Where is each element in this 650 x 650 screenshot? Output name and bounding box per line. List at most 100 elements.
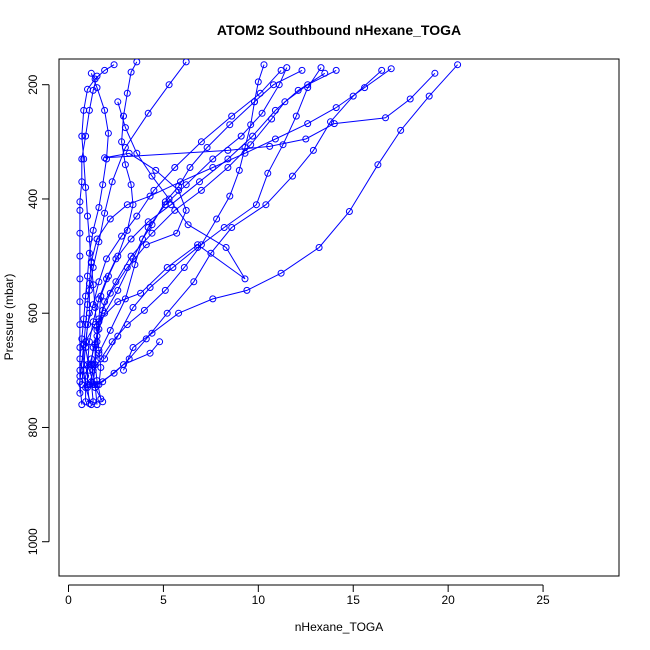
data-point: [101, 154, 109, 162]
data-point: [317, 64, 325, 72]
data-point: [85, 235, 93, 243]
data-point: [139, 235, 146, 243]
data-point: [180, 264, 188, 271]
data-point: [114, 98, 122, 106]
x-axis: 0 5 10 15 20 25: [65, 584, 550, 607]
data-point: [281, 98, 289, 106]
data-point: [292, 112, 300, 120]
data-point: [85, 381, 93, 389]
data-point: [309, 146, 317, 154]
data-point: [89, 86, 97, 94]
data-point: [133, 212, 141, 220]
data-point: [114, 286, 122, 294]
data-point: [114, 332, 122, 340]
data-point: [148, 229, 156, 237]
data-point: [106, 326, 114, 334]
data-point: [146, 192, 154, 200]
data-point: [127, 252, 135, 260]
data-point: [142, 241, 150, 249]
data-point: [85, 249, 93, 257]
data-point: [268, 115, 276, 123]
data-point: [304, 81, 312, 89]
data-point: [209, 164, 217, 171]
series-15: [89, 59, 141, 389]
data-point: [84, 212, 91, 220]
data-point: [406, 95, 414, 103]
data-point: [103, 255, 110, 263]
series-line: [87, 72, 326, 404]
x-axis-label: nHexane_TOGA: [295, 620, 384, 634]
x-tick-label: 10: [252, 593, 266, 607]
data-point: [254, 78, 262, 86]
data-point: [194, 241, 202, 249]
data-point: [85, 338, 93, 346]
data-point: [163, 309, 171, 317]
data-point: [361, 84, 369, 92]
data-point: [345, 208, 353, 215]
data-point: [289, 172, 296, 180]
data-point: [197, 138, 205, 146]
data-point: [431, 69, 439, 77]
data-point: [89, 281, 97, 289]
data-point: [241, 144, 249, 151]
series-12: [84, 69, 329, 407]
data-point: [89, 226, 97, 234]
data-point: [97, 395, 105, 403]
data-point: [277, 269, 285, 277]
data-point: [182, 59, 190, 66]
data-point: [226, 121, 234, 129]
data-point: [175, 186, 183, 194]
data-point: [266, 142, 274, 150]
data-point: [129, 201, 137, 209]
data-point: [123, 89, 131, 97]
data-point: [315, 244, 323, 251]
data-point: [165, 81, 173, 89]
data-point: [95, 325, 103, 333]
data-point: [228, 112, 236, 120]
series-line: [79, 75, 98, 394]
data-point: [108, 178, 116, 186]
data-point: [382, 114, 389, 122]
chart-title: ATOM2 Southbound nHexane_TOGA: [217, 22, 461, 38]
data-point: [277, 66, 285, 74]
data-point: [121, 161, 129, 169]
series-line: [88, 64, 265, 385]
data-point: [330, 120, 338, 128]
data-point: [144, 218, 152, 226]
y-tick-label: 400: [26, 189, 40, 209]
data-point: [112, 278, 120, 286]
data-point: [97, 355, 105, 363]
data-point: [197, 241, 205, 249]
y-axis-label: Pressure (mbar): [2, 274, 16, 361]
data-point: [121, 295, 129, 303]
data-point: [190, 278, 198, 286]
data-point: [125, 149, 133, 157]
data-point: [156, 338, 164, 346]
data-point: [171, 164, 179, 171]
series-line: [90, 69, 303, 402]
data-point: [397, 126, 405, 134]
data-point: [127, 68, 135, 76]
data-point: [152, 166, 160, 174]
data-point: [237, 132, 245, 140]
data-point: [175, 309, 183, 317]
data-point: [114, 298, 122, 306]
data-point: [82, 398, 90, 406]
data-point: [118, 138, 126, 146]
data-point: [120, 366, 127, 374]
series-9: [82, 69, 439, 406]
data-point: [76, 344, 84, 351]
data-point: [106, 215, 114, 223]
data-point: [85, 106, 93, 114]
data-point: [220, 224, 228, 231]
series-line: [96, 70, 383, 386]
data-point: [76, 252, 84, 260]
data-point: [249, 132, 257, 140]
data-point: [95, 315, 103, 323]
data-point: [78, 132, 86, 140]
series-line: [79, 101, 246, 405]
x-tick-label: 0: [65, 593, 72, 607]
data-point: [327, 118, 334, 126]
data-point: [425, 92, 433, 100]
data-point: [173, 229, 181, 237]
